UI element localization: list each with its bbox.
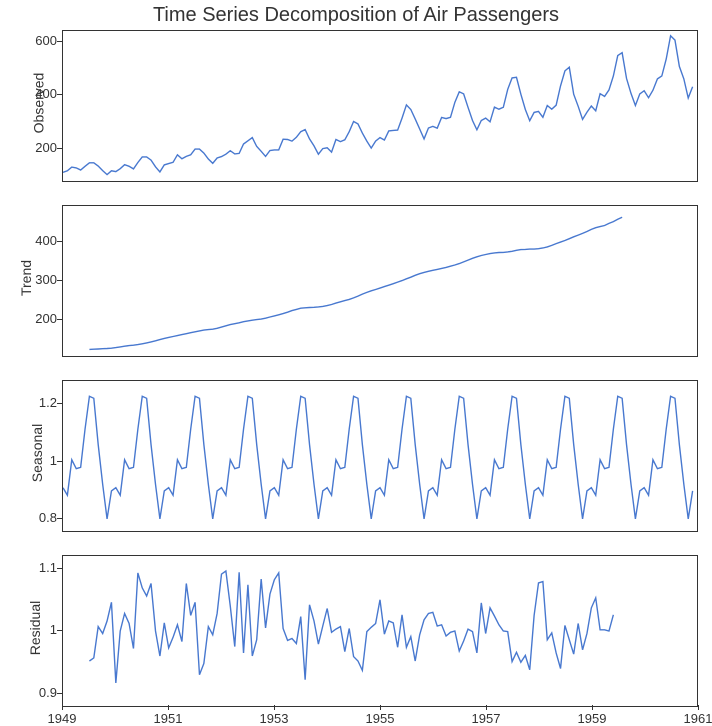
ytick-mark: [57, 319, 62, 320]
xtick-label: 1951: [148, 711, 188, 726]
xtick-label: 1959: [572, 711, 612, 726]
ytick-label: 400: [17, 233, 57, 248]
panel-trend: [62, 205, 698, 357]
ytick-label: 0.9: [17, 685, 57, 700]
panel-observed: [62, 30, 698, 182]
xtick-mark: [592, 705, 593, 710]
ytick-label: 300: [17, 272, 57, 287]
xtick-label: 1953: [254, 711, 294, 726]
ytick-mark: [57, 461, 62, 462]
xtick-mark: [698, 705, 699, 710]
ytick-label: 200: [17, 140, 57, 155]
ytick-mark: [57, 241, 62, 242]
xtick-label: 1955: [360, 711, 400, 726]
ylabel-observed: Observed: [30, 73, 46, 134]
series-seasonal: [63, 381, 697, 531]
series-residual: [63, 556, 697, 706]
ytick-mark: [57, 518, 62, 519]
ytick-label: 600: [17, 33, 57, 48]
xtick-label: 1949: [42, 711, 82, 726]
ytick-mark: [57, 280, 62, 281]
ytick-mark: [57, 94, 62, 95]
xtick-label: 1961: [678, 711, 712, 726]
xtick-mark: [168, 705, 169, 710]
ytick-mark: [57, 568, 62, 569]
xtick-mark: [380, 705, 381, 710]
ytick-mark: [57, 148, 62, 149]
ytick-label: 0.8: [17, 510, 57, 525]
chart-title: Time Series Decomposition of Air Passeng…: [0, 4, 712, 27]
ytick-label: 1.2: [17, 395, 57, 410]
ytick-mark: [57, 403, 62, 404]
ytick-label: 1: [17, 453, 57, 468]
xtick-mark: [486, 705, 487, 710]
xtick-mark: [62, 705, 63, 710]
panel-residual: [62, 555, 698, 707]
series-trend: [63, 206, 697, 356]
ytick-mark: [57, 630, 62, 631]
ytick-label: 1: [17, 622, 57, 637]
ytick-label: 200: [17, 311, 57, 326]
panel-seasonal: [62, 380, 698, 532]
ytick-mark: [57, 41, 62, 42]
ytick-label: 1.1: [17, 560, 57, 575]
series-observed: [63, 31, 697, 181]
decomposition-chart: Time Series Decomposition of Air Passeng…: [0, 0, 712, 712]
xtick-label: 1957: [466, 711, 506, 726]
xtick-mark: [274, 705, 275, 710]
ytick-mark: [57, 693, 62, 694]
ytick-label: 400: [17, 86, 57, 101]
